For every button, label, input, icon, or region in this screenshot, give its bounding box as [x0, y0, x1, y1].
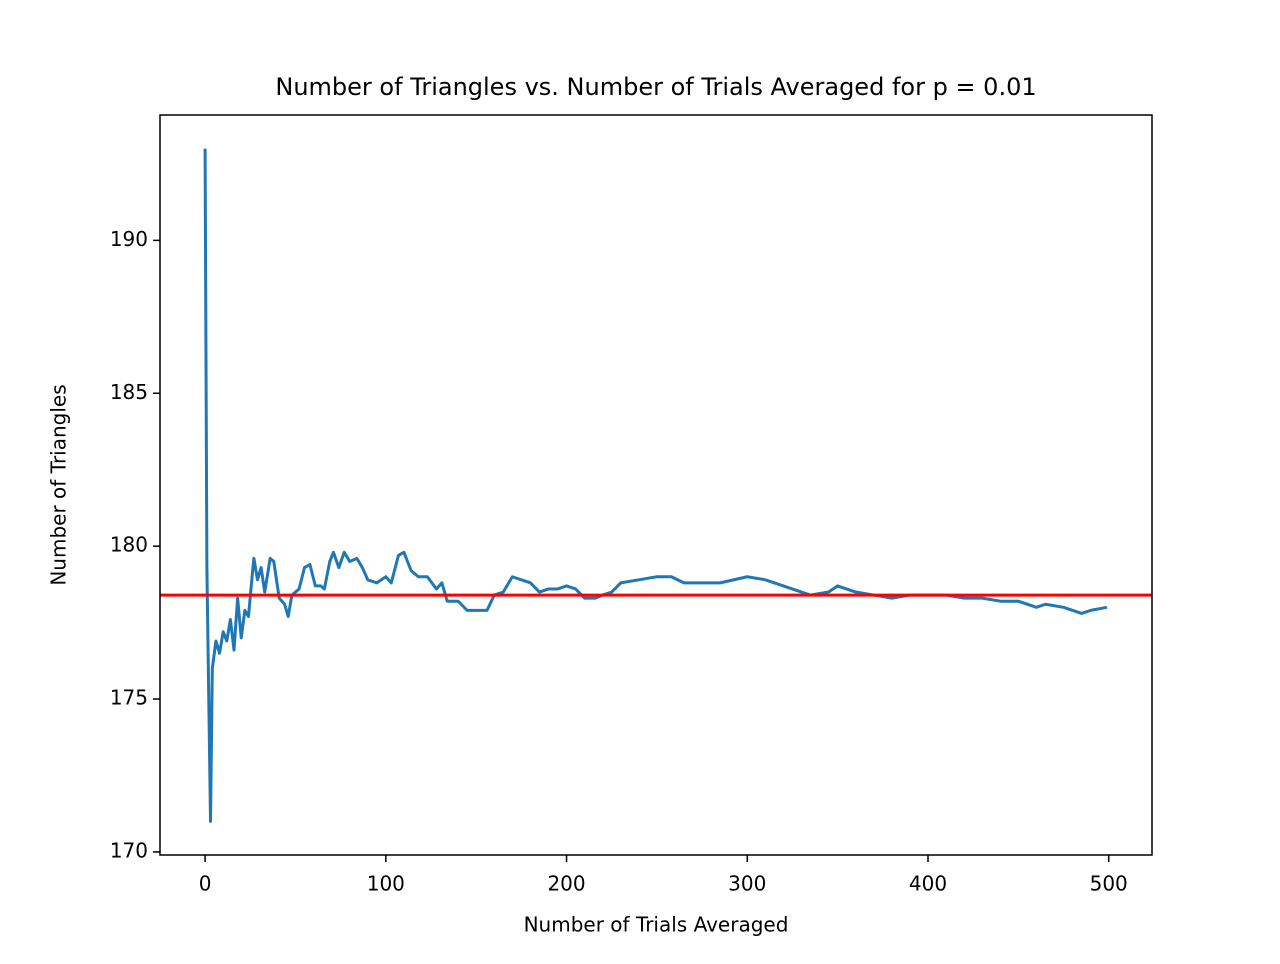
x-axis-label: Number of Trials Averaged [524, 913, 789, 937]
data-line [203, 148, 1108, 823]
y-tick-label: 180 [110, 533, 148, 557]
x-tick-label: 100 [367, 872, 405, 896]
y-tick-label: 190 [110, 227, 148, 251]
plot-frame [159, 114, 1153, 856]
x-tick-label: 200 [547, 872, 585, 896]
x-tick-label: 400 [909, 872, 947, 896]
y-axis-label: Number of Triangles [47, 384, 71, 585]
x-tick-label: 300 [728, 872, 766, 896]
y-tick-label: 185 [110, 380, 148, 404]
chart-title: Number of Triangles vs. Number of Trials… [275, 73, 1036, 101]
x-tick-label: 500 [1090, 872, 1128, 896]
x-tick-label: 0 [199, 872, 212, 896]
y-tick-label: 175 [110, 686, 148, 710]
y-tick-label: 170 [110, 838, 148, 862]
